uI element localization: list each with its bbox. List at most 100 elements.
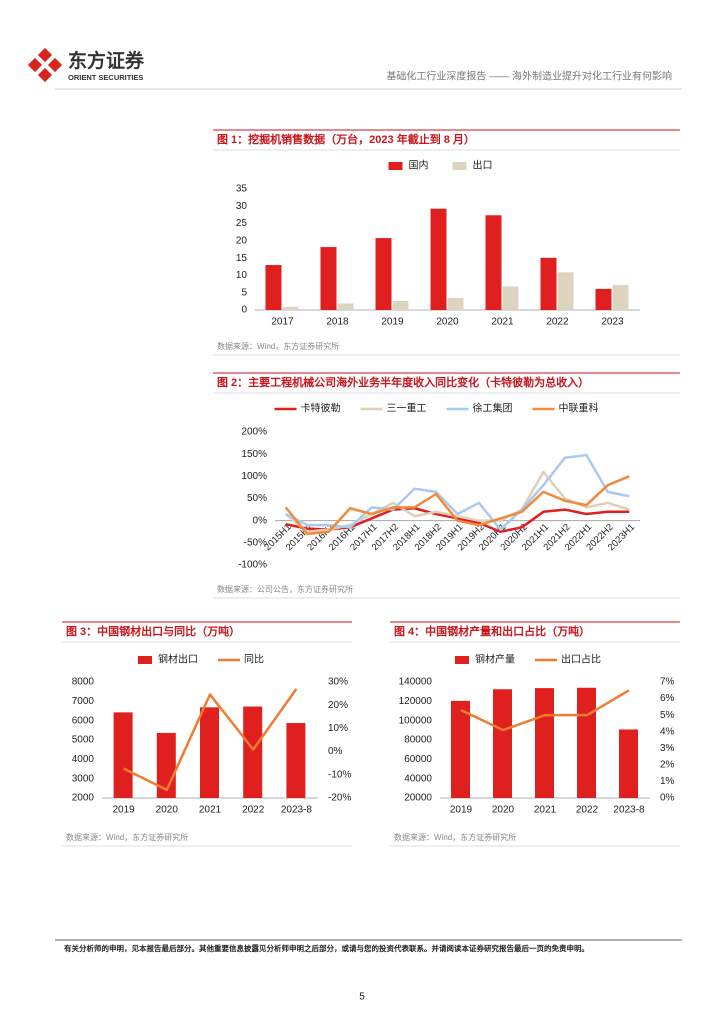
line-series: [123, 688, 298, 792]
y-tick-label: 100%: [241, 471, 267, 482]
legend-label: 出口占比: [561, 653, 601, 666]
y2-tick-label: -20%: [328, 793, 351, 804]
x-tick-label: 2021: [491, 317, 514, 328]
legend-label: 三一重工: [387, 402, 427, 415]
x-tick-label: 2023-8: [613, 805, 645, 816]
bar: [430, 208, 447, 310]
x-tick-label: 2020: [436, 317, 459, 328]
chart-source: 数据来源：Wind，东方证券研究所: [217, 341, 339, 351]
x-tick-label: 2020: [156, 805, 179, 816]
line-series: [285, 453, 630, 531]
y-tick-label: -100%: [238, 560, 267, 571]
y2-tick-label: -10%: [328, 769, 351, 780]
y-tick-label: 5: [241, 287, 247, 298]
y2-tick-label: 0%: [328, 746, 343, 757]
y2-tick-label: 10%: [328, 723, 348, 734]
x-tick-label: 2023: [601, 317, 624, 328]
logo-en: ORIENT SECURITIES: [68, 73, 143, 82]
bar: [595, 288, 612, 310]
y2-tick-label: 30%: [328, 677, 348, 688]
y-tick-label: 150%: [241, 449, 267, 460]
legend-swatch: [452, 162, 467, 170]
y-tick-label: 140000: [399, 677, 433, 688]
y-tick-label: 20: [236, 235, 248, 246]
y2-tick-label: 20%: [328, 700, 348, 711]
bar: [557, 272, 574, 310]
legend-label: 卡特彼勒: [301, 402, 341, 415]
y2-tick-label: 4%: [660, 726, 675, 737]
y-tick-label: 4000: [72, 754, 95, 765]
y-tick-label: 120000: [399, 696, 433, 707]
x-tick-label: 2019: [112, 805, 135, 816]
y-tick-label: 30: [236, 201, 248, 212]
bar: [447, 297, 464, 310]
y2-tick-label: 6%: [660, 693, 675, 704]
x-tick-label: 2022: [546, 317, 569, 328]
bar: [451, 700, 470, 798]
bar: [485, 215, 502, 310]
legend-label: 中联重科: [559, 402, 599, 415]
legend-swatch: [138, 656, 152, 664]
bar: [493, 689, 512, 798]
x-tick-label: 2017: [271, 317, 294, 328]
y-tick-label: 80000: [404, 735, 432, 746]
y2-tick-label: 3%: [660, 743, 675, 754]
x-tick-label: 2022: [242, 805, 265, 816]
line-series: [285, 507, 630, 533]
legend-label: 同比: [244, 654, 264, 666]
chart-source: 数据来源：Wind，东方证券研究所: [394, 832, 516, 842]
x-tick-label: 2019: [450, 805, 473, 816]
y-tick-label: -50%: [244, 537, 267, 548]
x-tick-label: 2022: [576, 805, 599, 816]
y-tick-label: 35: [236, 184, 248, 195]
bar: [200, 707, 219, 798]
bar: [320, 247, 337, 310]
x-tick-label: 2020: [492, 805, 515, 816]
y2-tick-label: 0%: [660, 793, 675, 804]
y-tick-label: 200%: [241, 427, 267, 438]
legend-swatch: [388, 162, 403, 170]
bar: [375, 238, 392, 310]
chart-title: 图 1：挖掘机销售数据（万台，2023 年截止到 8 月）: [217, 132, 475, 146]
chart-title: 图 3：中国钢材出口与同比（万吨）: [66, 624, 240, 638]
y-tick-label: 6000: [72, 715, 95, 726]
bar: [540, 257, 557, 310]
y-tick-label: 0: [241, 305, 247, 316]
legend-swatch: [455, 656, 469, 664]
y-tick-label: 50%: [247, 493, 267, 504]
y-tick-label: 3000: [72, 773, 95, 784]
bar: [243, 706, 263, 798]
bar: [577, 687, 596, 798]
bar: [392, 301, 409, 310]
chart-title: 图 2：主要工程机械公司海外业务半年度收入同比变化（卡特彼勒为总收入）: [217, 375, 589, 389]
report-title: 基础化工行业深度报告 —— 海外制造业提升对化工行业有何影响: [386, 70, 672, 83]
y-tick-label: 15: [236, 253, 248, 264]
y-tick-label: 0%: [253, 515, 268, 526]
y2-tick-label: 5%: [660, 710, 675, 721]
y-tick-label: 20000: [404, 793, 432, 804]
y-tick-label: 8000: [72, 677, 95, 688]
y-tick-label: 40000: [404, 773, 432, 784]
legend-label: 钢材产量: [475, 653, 515, 666]
y-tick-label: 7000: [72, 696, 95, 707]
y2-tick-label: 7%: [660, 677, 675, 688]
bar: [337, 303, 354, 310]
y-tick-label: 25: [236, 218, 248, 229]
y-tick-label: 5000: [72, 735, 95, 746]
y2-tick-label: 2%: [660, 759, 675, 770]
x-tick-label: 2019: [381, 317, 404, 328]
line-series: [460, 689, 630, 732]
y-tick-label: 2000: [72, 793, 95, 804]
bar: [612, 285, 629, 310]
bar: [535, 688, 554, 798]
page-number: 5: [359, 992, 365, 1003]
legend-label: 国内: [409, 159, 429, 172]
x-tick-label: 2021: [534, 805, 557, 816]
y-tick-label: 10: [236, 270, 248, 281]
chart-title: 图 4：中国钢材产量和出口占比（万吨）: [394, 624, 590, 638]
legend-label: 钢材出口: [158, 653, 198, 666]
chart-source: 数据来源：Wind，东方证券研究所: [66, 832, 188, 842]
bar: [502, 286, 519, 310]
